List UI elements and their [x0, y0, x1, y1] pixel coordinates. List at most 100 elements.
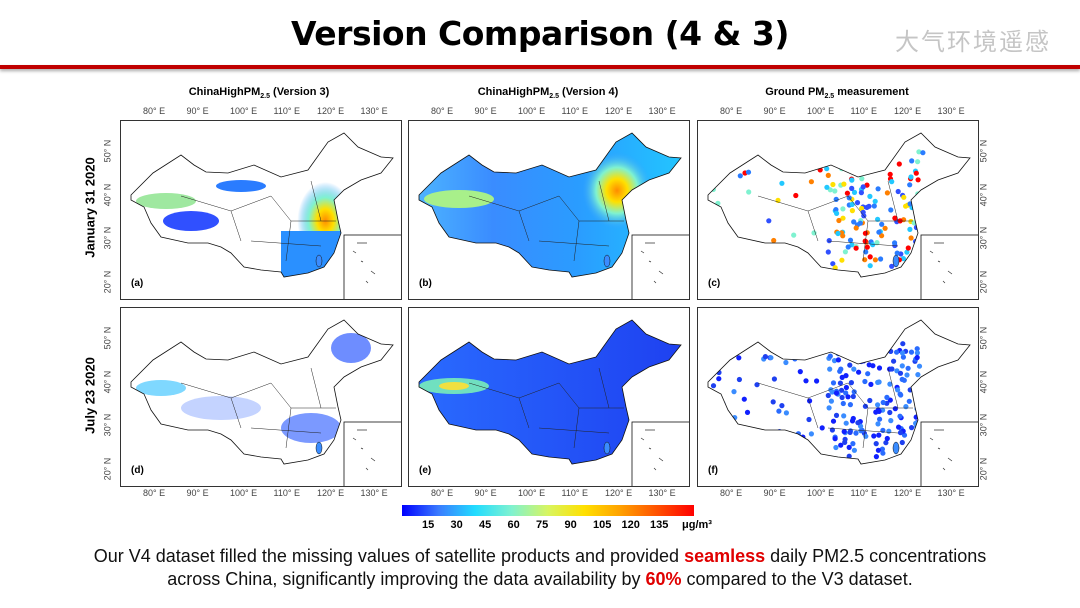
station-dot: [749, 429, 756, 435]
lon-tick-label: 100° E: [518, 488, 546, 498]
lon-tick-label: 120° E: [317, 106, 345, 116]
colorbar-tick-label: 135: [650, 519, 669, 531]
station-dot: [873, 157, 879, 163]
station-dot: [831, 358, 838, 364]
station-dot: [894, 250, 900, 256]
station-dot: [856, 166, 862, 172]
station-dot: [829, 158, 835, 164]
station-dot: [884, 435, 890, 442]
row-label-jul: July 23 2020: [82, 357, 98, 434]
colorbar-tick-label: 15: [422, 519, 435, 531]
station-dot: [858, 349, 864, 355]
map-panel-v4-jan: (b): [408, 120, 690, 300]
lon-tick-label: 80° E: [431, 488, 454, 498]
lon-tick-label: 80° E: [143, 106, 166, 116]
station-dot: [880, 450, 886, 456]
lon-tick-label: 130° E: [937, 106, 965, 116]
station-dot: [864, 204, 870, 210]
station-dot: [771, 376, 777, 382]
station-dot: [783, 359, 789, 366]
station-dot: [857, 348, 863, 354]
station-dot: [719, 405, 725, 411]
station-dot: [797, 369, 803, 375]
station-dot: [888, 207, 894, 213]
station-dot: [908, 174, 914, 180]
station-dot: [895, 387, 901, 393]
station-dot: [783, 410, 789, 416]
station-dot: [829, 427, 835, 433]
lon-tick-label: 130° E: [648, 488, 676, 498]
station-dot: [876, 229, 882, 235]
station-dot: [825, 392, 831, 399]
station-dot: [887, 171, 893, 177]
station-dot: [867, 193, 873, 199]
station-dot: [776, 349, 782, 355]
lat-tick-label: 50° N: [102, 139, 113, 163]
lon-tick-label: 120° E: [317, 488, 345, 498]
station-dot: [846, 453, 852, 459]
colorbar-tick-label: 60: [507, 519, 520, 531]
station-dot: [858, 190, 864, 196]
station-dot: [879, 163, 885, 169]
station-dot: [882, 225, 888, 231]
station-dot: [853, 225, 859, 231]
station-dot: [850, 441, 856, 447]
station-dot: [839, 257, 845, 263]
station-dot: [848, 380, 854, 386]
station-dot: [889, 263, 895, 269]
station-dot: [915, 177, 921, 183]
station-dot: [825, 249, 831, 255]
panel-label: (b): [419, 278, 432, 289]
station-dot: [873, 157, 880, 163]
lat-tick-label: 30° N: [978, 413, 989, 437]
station-dot: [872, 198, 878, 204]
station-dot: [736, 355, 742, 361]
station-dot: [870, 242, 876, 248]
station-dot: [849, 177, 855, 183]
panel-label: (e): [419, 465, 432, 476]
station-dot: [776, 408, 782, 414]
station-dot: [915, 191, 921, 197]
lon-tick-label: 90° E: [186, 106, 209, 116]
station-dot: [848, 163, 854, 169]
lon-tick-label: 90° E: [763, 488, 786, 498]
station-dot: [920, 150, 926, 156]
station-dot: [903, 203, 909, 209]
station-dot: [901, 432, 908, 438]
station-dot: [858, 423, 864, 429]
station-dot: [846, 349, 852, 355]
station-dot: [915, 159, 921, 165]
station-dot: [716, 418, 722, 424]
station-dot: [851, 366, 857, 372]
caption-line-2: across China, significantly improving th…: [167, 569, 913, 589]
station-dot: [838, 338, 845, 344]
station-dot: [808, 431, 814, 437]
station-dot: [774, 161, 780, 167]
station-dot: [872, 257, 878, 263]
station-dot: [710, 383, 717, 389]
lon-tick-label: 100° E: [518, 106, 546, 116]
station-dot: [843, 349, 849, 355]
station-dot: [919, 201, 925, 208]
station-dot: [875, 421, 881, 427]
lon-tick-label: 120° E: [605, 106, 633, 116]
station-dot: [854, 200, 861, 206]
station-dot: [859, 176, 865, 182]
lon-tick-label: 110° E: [273, 106, 300, 116]
station-dot: [768, 355, 774, 361]
lon-tick-label: 130° E: [360, 488, 388, 498]
station-dot: [835, 357, 841, 363]
station-dot: [905, 365, 911, 371]
lon-tick-label: 80° E: [720, 106, 743, 116]
station-dot: [836, 217, 842, 224]
station-dot: [850, 393, 856, 400]
station-dot: [847, 237, 854, 243]
station-dot: [845, 394, 851, 400]
station-dot: [826, 150, 832, 156]
station-dot: [855, 420, 861, 426]
station-dot: [743, 429, 749, 435]
station-dot: [840, 349, 847, 355]
lon-tick-label: 110° E: [850, 106, 877, 116]
map-panel-v4-jul: (e): [408, 307, 690, 487]
